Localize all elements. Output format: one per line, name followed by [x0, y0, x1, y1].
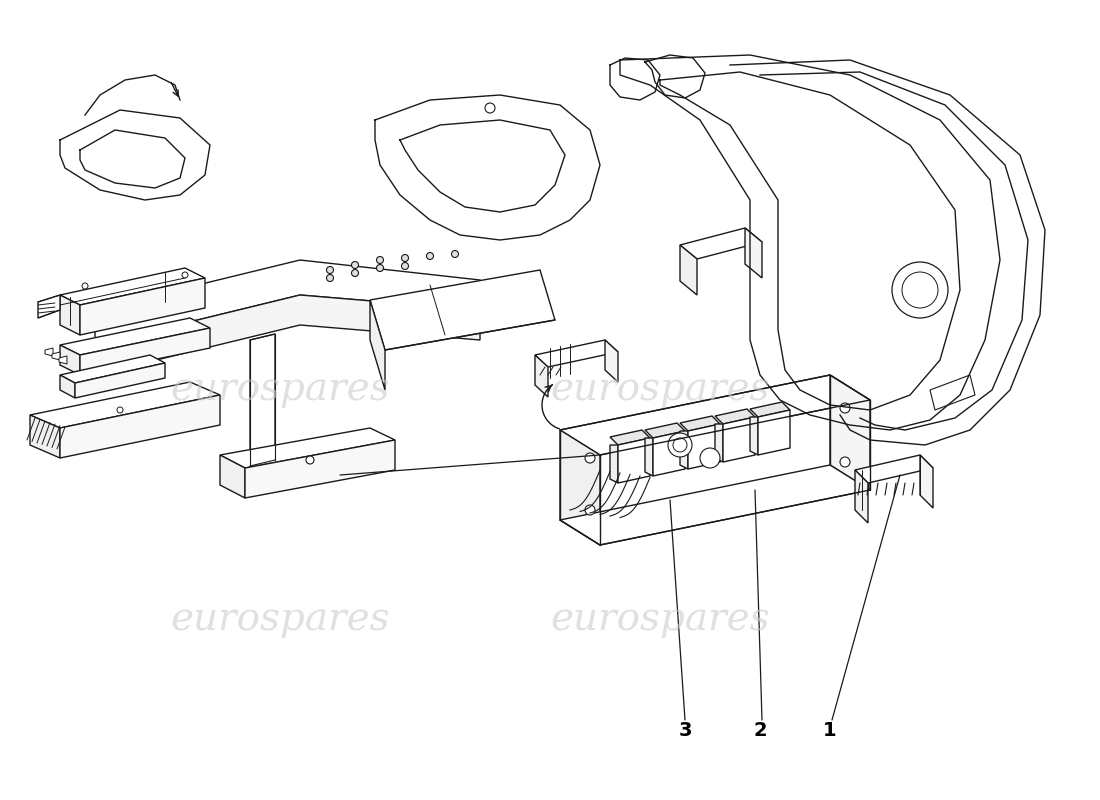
Circle shape [327, 274, 333, 282]
Polygon shape [52, 352, 60, 360]
Polygon shape [610, 430, 650, 445]
Polygon shape [45, 348, 53, 356]
Polygon shape [645, 423, 685, 438]
Polygon shape [560, 375, 870, 455]
Polygon shape [688, 424, 720, 469]
Polygon shape [370, 270, 556, 350]
Polygon shape [60, 355, 165, 383]
Polygon shape [680, 431, 688, 469]
Polygon shape [920, 455, 933, 508]
Polygon shape [618, 438, 650, 483]
Polygon shape [220, 428, 395, 468]
Circle shape [673, 438, 688, 452]
Polygon shape [758, 410, 790, 455]
Polygon shape [95, 295, 480, 375]
Polygon shape [370, 300, 385, 390]
Circle shape [668, 433, 692, 457]
Text: eurospares: eurospares [550, 371, 770, 409]
Polygon shape [680, 228, 762, 259]
Polygon shape [75, 363, 165, 398]
Polygon shape [653, 431, 685, 476]
Polygon shape [220, 455, 245, 498]
Circle shape [451, 250, 459, 258]
Polygon shape [645, 438, 653, 476]
Polygon shape [60, 268, 205, 305]
Polygon shape [535, 340, 618, 367]
Polygon shape [715, 424, 723, 462]
Polygon shape [715, 409, 755, 424]
Polygon shape [60, 345, 80, 375]
Polygon shape [59, 356, 67, 364]
Circle shape [352, 270, 359, 277]
Circle shape [376, 265, 384, 271]
Polygon shape [560, 430, 600, 545]
Polygon shape [535, 355, 548, 397]
Polygon shape [680, 416, 720, 431]
Polygon shape [30, 415, 60, 458]
Polygon shape [745, 228, 762, 278]
Polygon shape [60, 395, 220, 458]
Text: 1: 1 [823, 721, 837, 739]
Polygon shape [60, 375, 75, 398]
Polygon shape [60, 318, 210, 355]
Circle shape [840, 457, 850, 467]
Polygon shape [39, 295, 60, 318]
Circle shape [585, 505, 595, 515]
Polygon shape [855, 470, 868, 523]
Polygon shape [80, 278, 205, 335]
Circle shape [327, 266, 333, 274]
Circle shape [902, 272, 938, 308]
Polygon shape [560, 465, 870, 545]
Polygon shape [605, 340, 618, 382]
Polygon shape [930, 375, 975, 410]
Polygon shape [250, 334, 275, 466]
Circle shape [892, 262, 948, 318]
Circle shape [402, 262, 408, 270]
Polygon shape [80, 328, 210, 375]
Circle shape [585, 453, 595, 463]
Circle shape [82, 283, 88, 289]
Polygon shape [723, 417, 755, 462]
Polygon shape [95, 260, 480, 345]
Polygon shape [750, 417, 758, 455]
Polygon shape [30, 382, 220, 428]
Circle shape [182, 272, 188, 278]
Circle shape [306, 456, 313, 464]
Text: eurospares: eurospares [550, 602, 770, 638]
Circle shape [376, 257, 384, 263]
Circle shape [700, 448, 720, 468]
Polygon shape [750, 402, 790, 417]
Circle shape [402, 254, 408, 262]
Circle shape [117, 407, 123, 413]
Circle shape [352, 262, 359, 269]
Circle shape [427, 253, 433, 259]
Text: eurospares: eurospares [170, 371, 389, 409]
Polygon shape [245, 440, 395, 498]
Text: 3: 3 [679, 721, 692, 739]
Circle shape [485, 103, 495, 113]
Polygon shape [610, 445, 618, 483]
Polygon shape [60, 295, 80, 335]
Text: 2: 2 [754, 721, 767, 739]
Text: eurospares: eurospares [170, 602, 389, 638]
Polygon shape [855, 455, 933, 483]
Polygon shape [830, 375, 870, 490]
Polygon shape [680, 245, 697, 295]
Circle shape [840, 403, 850, 413]
